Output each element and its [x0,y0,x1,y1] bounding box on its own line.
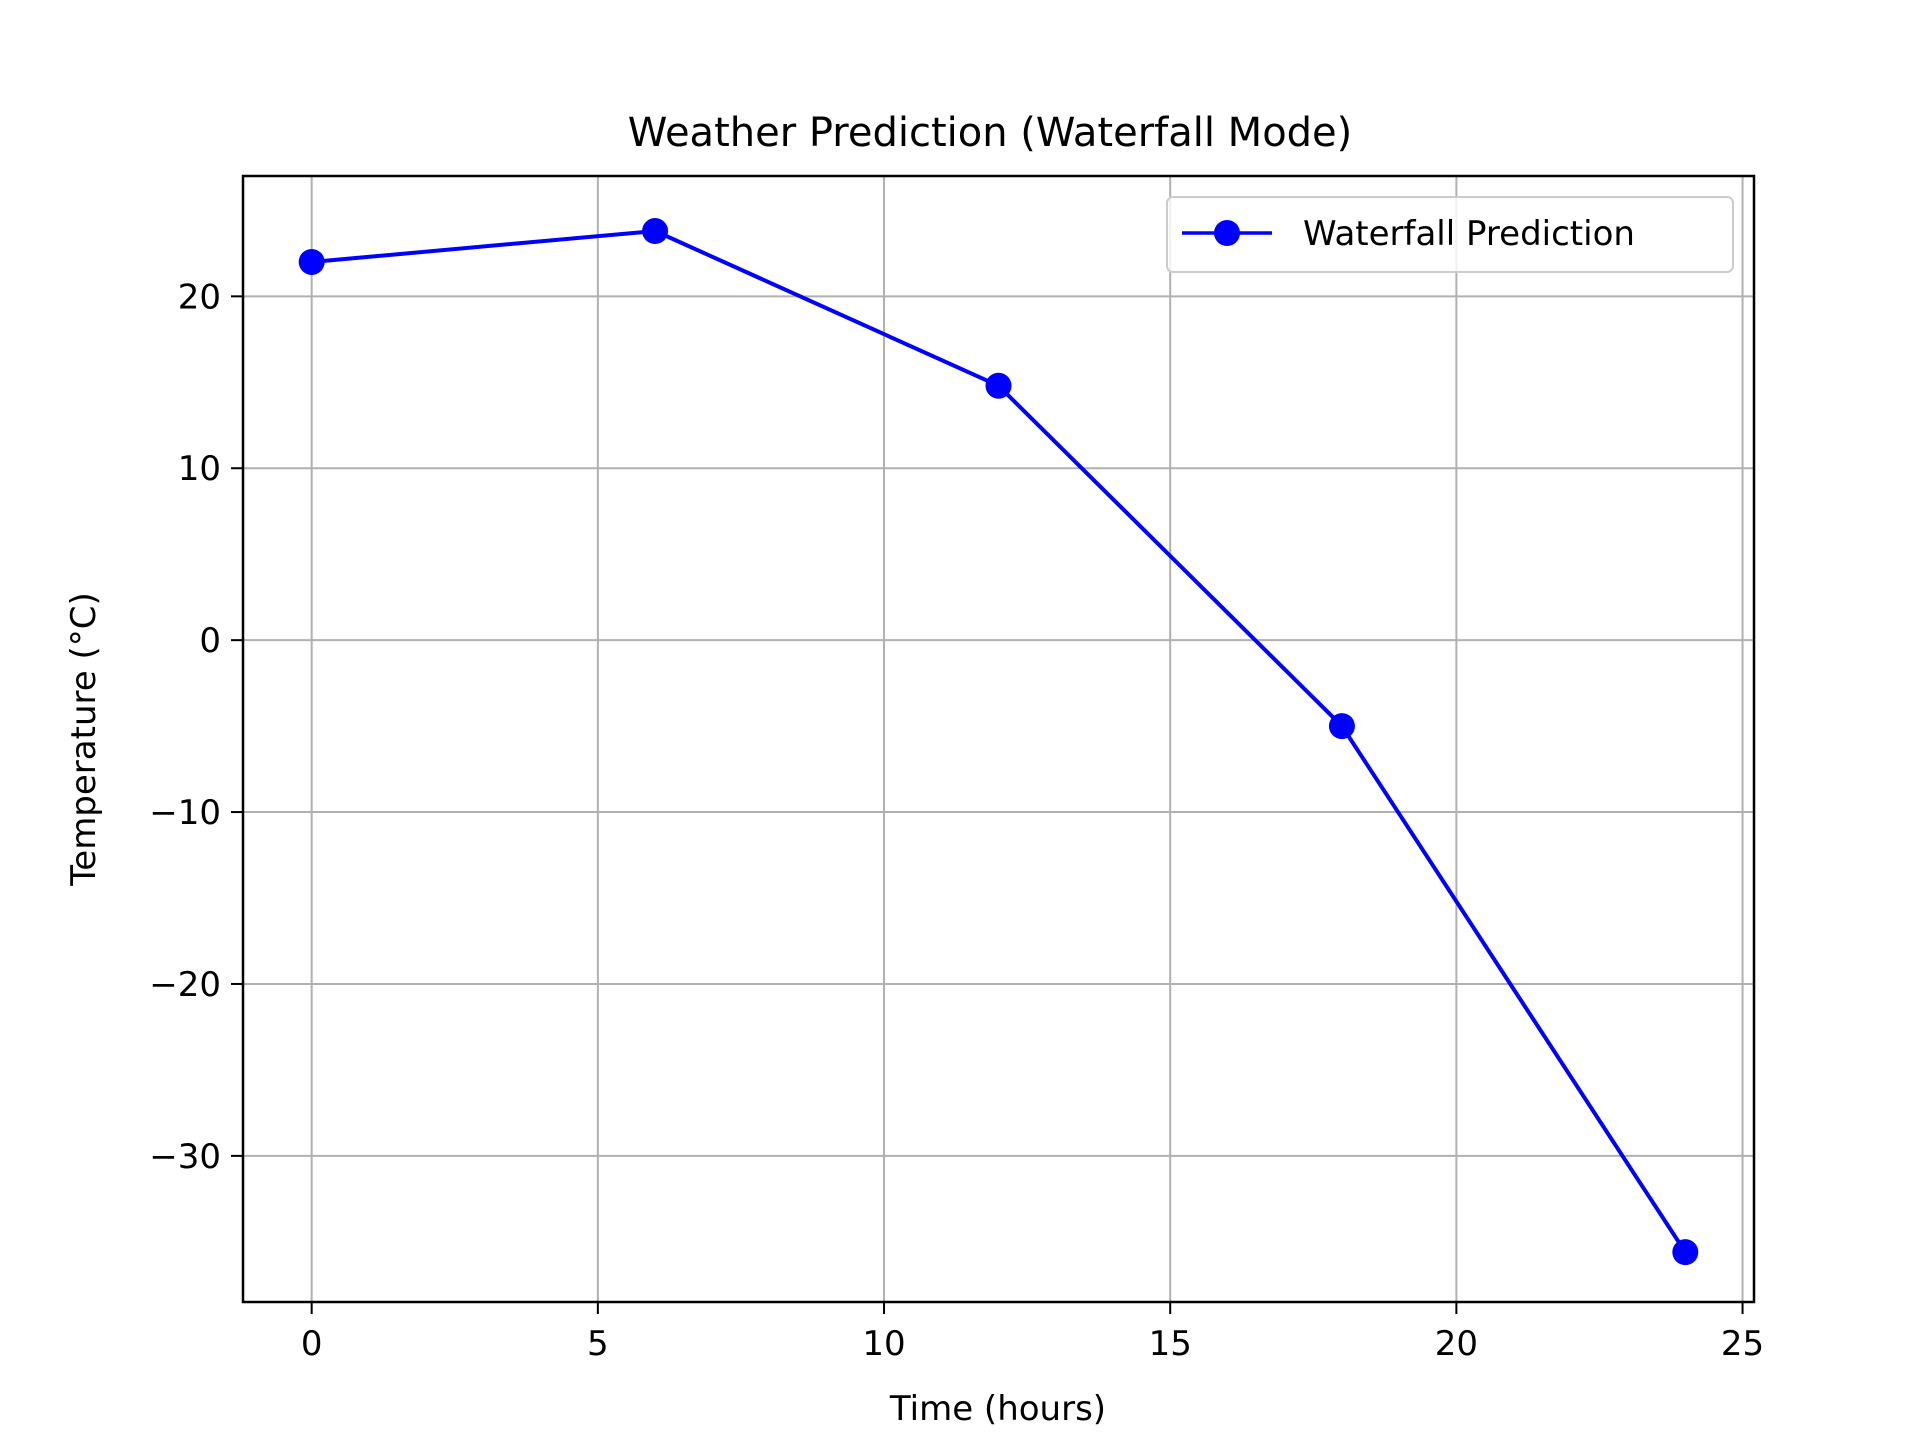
x-tick-label: 20 [1435,1324,1478,1364]
plot-area-frame [241,174,1756,1304]
y-axis-label: Temperature (°C) [64,592,104,886]
data-point [298,248,325,275]
y-tick-label: 20 [178,277,221,317]
y-tick-label: 10 [178,449,221,489]
grid-lines [243,176,1754,1302]
chart-title: Weather Prediction (Waterfall Mode) [628,110,1353,156]
data-point [1328,713,1355,740]
y-tick-label: −10 [149,793,221,833]
x-tick-label: 0 [301,1324,323,1364]
data-point [1672,1239,1699,1266]
legend: Waterfall Prediction [1166,196,1734,273]
x-tick-label: 10 [862,1324,905,1364]
data-series [298,218,1699,1266]
x-tick-label: 5 [587,1324,609,1364]
y-tick-label: 0 [199,621,221,661]
x-tick-label: 25 [1721,1324,1764,1364]
x-tick-label: 15 [1149,1324,1192,1364]
axis-ticks: 0 5 10 15 20 25 20 10 0 −10 −20 −30 [149,277,1764,1364]
y-tick-label: −20 [149,965,221,1005]
legend-marker-swatch [1214,220,1240,246]
data-point [985,372,1012,399]
legend-box [1166,196,1734,273]
legend-label: Waterfall Prediction [1303,214,1635,254]
y-tick-label: −30 [149,1137,221,1177]
x-axis-label: Time (hours) [889,1389,1106,1429]
data-point [642,218,669,245]
